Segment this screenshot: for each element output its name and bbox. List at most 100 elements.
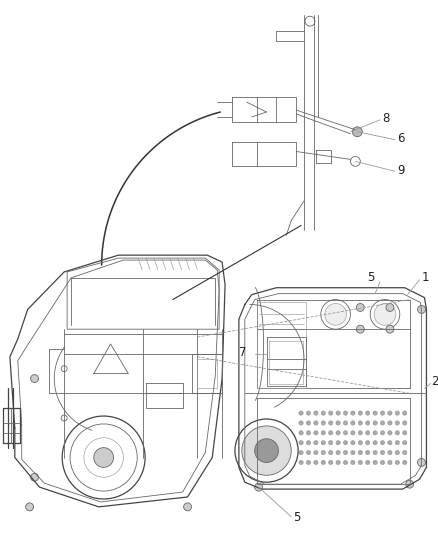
Circle shape	[336, 461, 340, 465]
Circle shape	[336, 421, 340, 425]
Circle shape	[403, 450, 407, 455]
Circle shape	[380, 421, 385, 425]
Circle shape	[254, 483, 262, 491]
Circle shape	[380, 431, 385, 435]
Text: 9: 9	[397, 164, 404, 177]
Circle shape	[314, 450, 318, 455]
Circle shape	[357, 325, 364, 333]
Circle shape	[299, 431, 303, 435]
Circle shape	[380, 450, 385, 455]
Circle shape	[358, 461, 363, 465]
Circle shape	[358, 421, 363, 425]
Circle shape	[299, 421, 303, 425]
Circle shape	[366, 421, 370, 425]
Circle shape	[306, 411, 311, 415]
Circle shape	[351, 431, 355, 435]
Circle shape	[343, 441, 348, 445]
Circle shape	[351, 441, 355, 445]
Circle shape	[366, 461, 370, 465]
Circle shape	[395, 421, 399, 425]
Circle shape	[321, 461, 325, 465]
Circle shape	[343, 411, 348, 415]
Circle shape	[358, 441, 363, 445]
Circle shape	[395, 441, 399, 445]
Circle shape	[386, 303, 394, 311]
Circle shape	[351, 421, 355, 425]
Circle shape	[31, 375, 39, 383]
Circle shape	[314, 421, 318, 425]
Circle shape	[328, 450, 333, 455]
Text: 8: 8	[382, 112, 389, 125]
Text: 6: 6	[397, 132, 404, 145]
Circle shape	[373, 441, 377, 445]
Circle shape	[388, 461, 392, 465]
Circle shape	[374, 303, 396, 325]
Circle shape	[417, 305, 425, 313]
Circle shape	[373, 431, 377, 435]
Circle shape	[306, 421, 311, 425]
Circle shape	[366, 411, 370, 415]
Circle shape	[336, 431, 340, 435]
Circle shape	[373, 411, 377, 415]
Text: 2: 2	[431, 375, 438, 388]
Circle shape	[388, 411, 392, 415]
Circle shape	[336, 450, 340, 455]
Circle shape	[306, 431, 311, 435]
Circle shape	[321, 441, 325, 445]
Circle shape	[358, 450, 363, 455]
Circle shape	[328, 441, 333, 445]
Circle shape	[373, 450, 377, 455]
Circle shape	[343, 450, 348, 455]
Circle shape	[299, 461, 303, 465]
Circle shape	[351, 411, 355, 415]
Circle shape	[314, 441, 318, 445]
Circle shape	[299, 411, 303, 415]
Circle shape	[366, 441, 370, 445]
Circle shape	[306, 450, 311, 455]
Circle shape	[351, 461, 355, 465]
Circle shape	[373, 461, 377, 465]
Circle shape	[184, 503, 191, 511]
Circle shape	[403, 421, 407, 425]
Circle shape	[31, 473, 39, 481]
Circle shape	[358, 411, 363, 415]
Circle shape	[388, 450, 392, 455]
Circle shape	[254, 439, 279, 463]
Circle shape	[403, 441, 407, 445]
Text: 1: 1	[421, 271, 429, 284]
Circle shape	[388, 431, 392, 435]
Circle shape	[314, 431, 318, 435]
Circle shape	[373, 421, 377, 425]
Circle shape	[353, 127, 362, 136]
Circle shape	[306, 441, 311, 445]
Circle shape	[403, 411, 407, 415]
Circle shape	[395, 411, 399, 415]
Circle shape	[306, 461, 311, 465]
Circle shape	[94, 448, 113, 467]
Text: 7: 7	[239, 346, 247, 359]
Circle shape	[343, 461, 348, 465]
Circle shape	[328, 411, 333, 415]
Circle shape	[321, 421, 325, 425]
Circle shape	[403, 431, 407, 435]
Circle shape	[299, 450, 303, 455]
Circle shape	[395, 461, 399, 465]
Circle shape	[314, 461, 318, 465]
Circle shape	[380, 411, 385, 415]
Circle shape	[351, 450, 355, 455]
Circle shape	[366, 450, 370, 455]
Circle shape	[314, 411, 318, 415]
Circle shape	[417, 458, 425, 466]
Circle shape	[328, 431, 333, 435]
Circle shape	[380, 441, 385, 445]
Circle shape	[406, 480, 413, 488]
Circle shape	[357, 303, 364, 311]
Text: 5: 5	[293, 511, 300, 524]
Circle shape	[343, 431, 348, 435]
Circle shape	[386, 325, 394, 333]
Circle shape	[328, 461, 333, 465]
Circle shape	[321, 411, 325, 415]
Circle shape	[242, 426, 291, 475]
Circle shape	[388, 421, 392, 425]
Circle shape	[343, 421, 348, 425]
